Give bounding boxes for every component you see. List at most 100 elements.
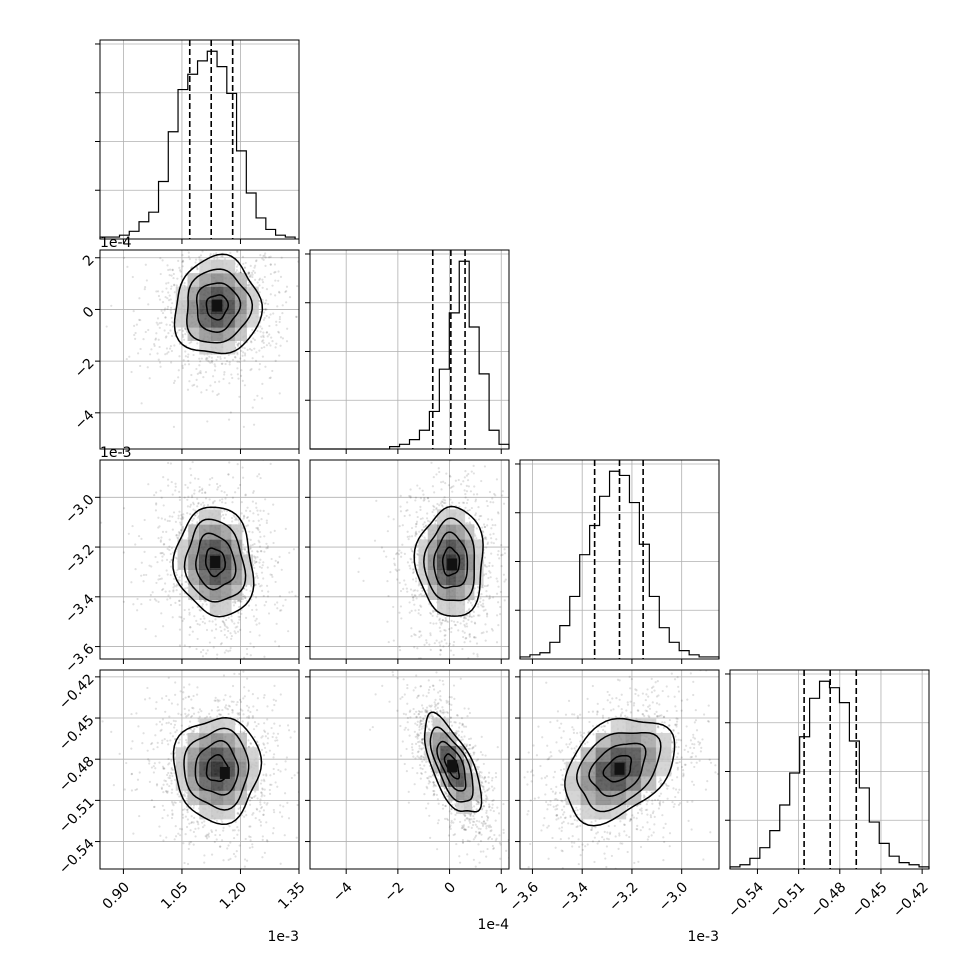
scatter-point — [462, 680, 464, 682]
scatter-point — [227, 473, 230, 476]
scatter-point — [392, 639, 395, 642]
scatter-point — [462, 501, 466, 504]
scatter-point — [284, 598, 287, 601]
scatter-point — [400, 551, 403, 554]
scatter-point — [230, 618, 233, 621]
scatter-point — [253, 266, 256, 269]
density-bin — [436, 569, 447, 585]
scatter-point — [173, 291, 176, 294]
scatter-point — [438, 619, 441, 622]
scatter-point — [173, 308, 176, 311]
scatter-point — [130, 581, 133, 584]
scatter-point — [208, 620, 211, 623]
scatter-point — [143, 287, 146, 291]
scatter-point — [242, 514, 246, 517]
scatter-point — [284, 290, 287, 294]
scatter-point — [135, 323, 138, 326]
scatter-point — [406, 590, 409, 593]
scatter-point — [191, 519, 194, 522]
scatter-point — [317, 303, 319, 305]
scatter-point — [170, 361, 173, 364]
panel-frame — [99, 459, 300, 660]
scatter-point — [301, 626, 303, 628]
scatter-point — [137, 534, 141, 538]
scatter-point — [422, 523, 425, 526]
scatter-point — [527, 582, 529, 584]
scatter-point — [414, 534, 417, 537]
scatter-point — [159, 272, 162, 276]
scatter-point — [261, 793, 264, 796]
scatter-point — [259, 558, 262, 561]
contours — [413, 505, 484, 617]
scatter-point — [286, 327, 289, 330]
histogram-panel-1 — [305, 249, 510, 454]
scatter-point — [409, 567, 412, 570]
scatter-point — [178, 615, 181, 619]
scatter-point — [277, 279, 280, 282]
scatter-point — [235, 668, 237, 670]
scatter-point — [406, 501, 409, 504]
contour-line — [423, 517, 476, 602]
density-bin — [199, 554, 211, 570]
scatter-point — [242, 547, 245, 551]
scatter-point — [248, 271, 251, 274]
scatter-point — [173, 332, 176, 335]
scatter-point — [261, 257, 264, 260]
scatter-point — [246, 722, 249, 725]
scatter-point — [169, 329, 172, 332]
scatter-point — [238, 360, 241, 364]
scatter-point — [263, 655, 266, 658]
scatter-point — [143, 518, 146, 522]
scatter-point — [148, 564, 151, 567]
scatter-point — [409, 488, 412, 491]
scatter-point — [220, 510, 223, 513]
scatter-point — [495, 478, 499, 481]
scatter-point — [452, 640, 456, 644]
scatter-point — [256, 509, 259, 512]
scatter-point — [480, 593, 483, 596]
scatter-point — [262, 331, 265, 334]
scatter-point — [172, 381, 176, 385]
scatter-point — [264, 307, 267, 311]
scatter-point — [130, 370, 133, 374]
scatter-point — [190, 373, 193, 377]
scatter-point — [167, 594, 170, 597]
y-tick-label: 2 — [80, 252, 98, 270]
scatter-point — [175, 589, 178, 592]
scatter-point — [450, 485, 453, 489]
scatter-point — [249, 340, 253, 343]
scatter-point — [248, 519, 251, 522]
scatter-point — [264, 252, 267, 255]
scatter-point — [466, 601, 470, 604]
scatter-point — [178, 510, 181, 513]
scatter-point — [409, 557, 412, 560]
scatter-point — [161, 559, 164, 562]
scatter-point — [480, 632, 483, 635]
scatter-point — [410, 535, 414, 538]
density-bin — [473, 554, 484, 570]
scatter-point — [473, 636, 476, 639]
scatter-point — [280, 256, 283, 259]
scatter-point — [227, 418, 231, 421]
scatter-point — [235, 667, 237, 669]
scatter-point — [227, 704, 230, 707]
scatter-point — [261, 355, 265, 358]
scatter-point — [412, 598, 415, 602]
scatter-point — [464, 493, 467, 496]
scatter-point — [257, 513, 260, 516]
scatter-point — [142, 732, 145, 735]
scatter-point — [186, 498, 189, 501]
scatter-point — [138, 297, 141, 300]
scatter-point — [447, 644, 451, 647]
scatter-point — [232, 514, 235, 517]
scatter-point — [218, 380, 221, 383]
scatter-point — [234, 517, 238, 520]
scatter-point — [419, 613, 422, 617]
scatter-point — [439, 502, 442, 505]
scatter-point — [403, 552, 406, 555]
scatter-point — [248, 275, 251, 278]
density-bin — [231, 569, 243, 585]
scatter-point — [219, 643, 223, 646]
scatter-point — [234, 223, 236, 225]
scatter-point — [421, 489, 424, 492]
